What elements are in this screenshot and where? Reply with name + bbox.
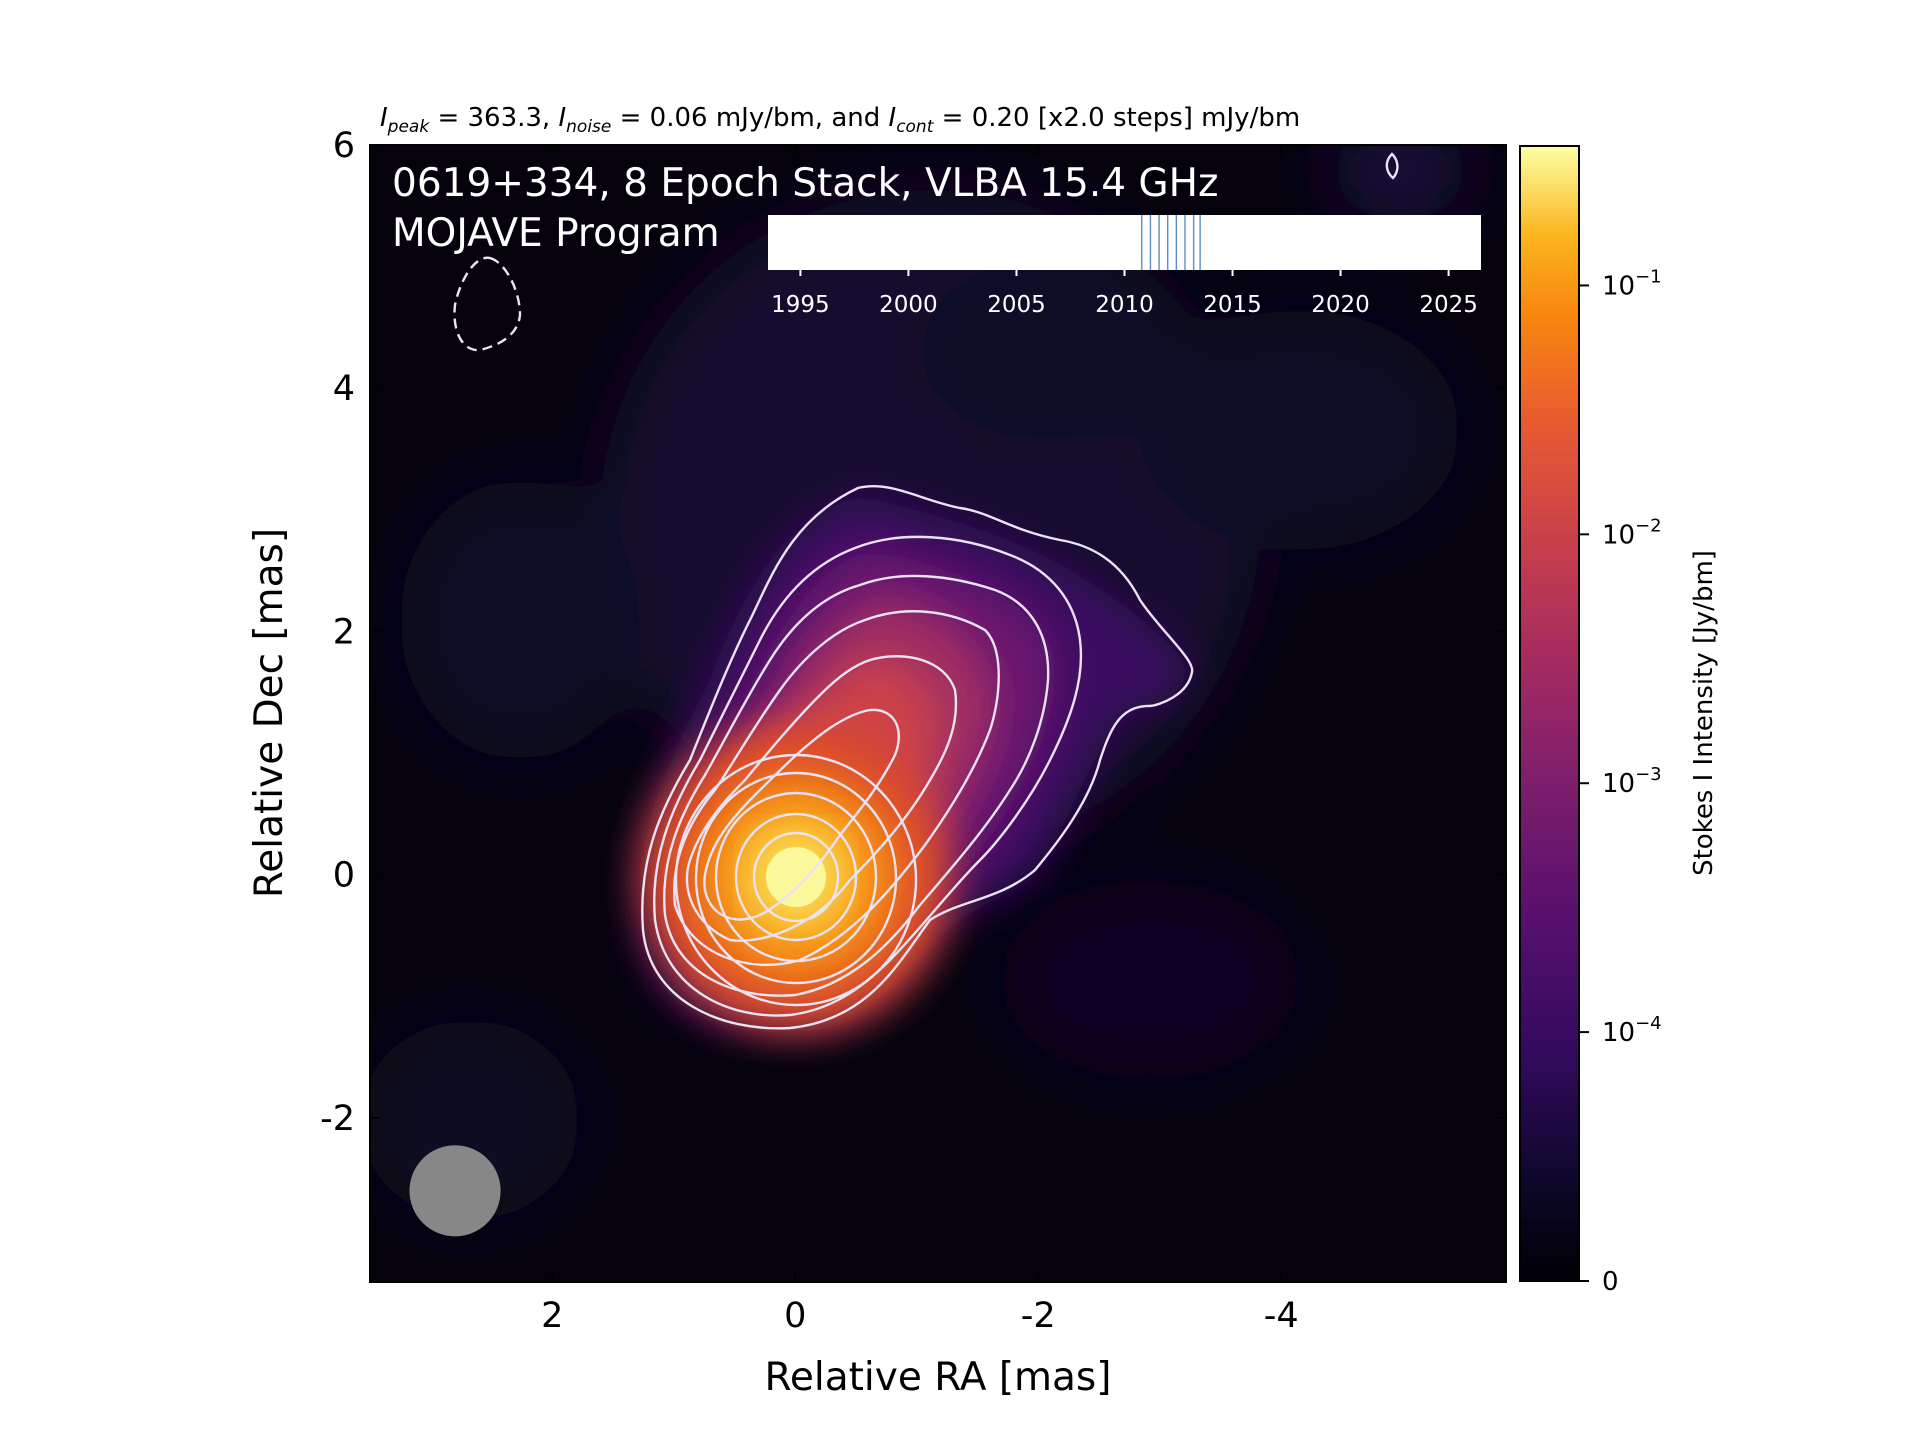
- colorbar-tick-label: 10−4: [1602, 1013, 1662, 1048]
- timeline-tick-label: 2010: [1095, 292, 1154, 318]
- y-axis-ticks: -2 0 2 4 6: [320, 126, 1506, 1139]
- y-tick-label: 0: [333, 856, 355, 896]
- epoch-timeline: 1995 2000 2005 2010 2015 2020 2025: [768, 215, 1481, 318]
- timeline-tick-label: 1995: [771, 292, 830, 318]
- timeline-tick-label: 2000: [879, 292, 938, 318]
- x-tick-label: 0: [784, 1296, 806, 1336]
- epoch-lines: [1141, 215, 1201, 270]
- beam-ellipse: [409, 1145, 501, 1237]
- source-annotation: 0619+334, 8 Epoch Stack, VLBA 15.4 GHz: [392, 161, 1218, 206]
- y-tick-label: 4: [333, 369, 355, 409]
- y-tick-label: 2: [333, 612, 355, 652]
- x-tick-label: -2: [1021, 1296, 1056, 1336]
- contour-level-1: [641, 484, 1194, 1030]
- contour-level-3: [663, 574, 1050, 997]
- timeline-tick-label: 2020: [1311, 292, 1370, 318]
- contour-level-5: [685, 655, 958, 942]
- x-tick-label: -4: [1264, 1296, 1299, 1336]
- y-tick-label: -2: [320, 1099, 355, 1139]
- timeline-tick-label: 2005: [987, 292, 1046, 318]
- colorbar-label: Stokes I Intensity [Jy/bm]: [1689, 550, 1719, 876]
- chart-title: Ipeak = 363.3, Inoise = 0.06 mJy/bm, and…: [380, 103, 1300, 137]
- colorbar: 0 10−4 10−3 10−2 10−1 Stokes I Intensity [Jy…: [1519, 145, 1719, 1297]
- colorbar-tick-label: 10−3: [1602, 764, 1662, 799]
- y-axis-label: Relative Dec [mas]: [247, 528, 292, 898]
- contour-island: [1385, 152, 1399, 180]
- colorbar-tick-label: 0: [1602, 1267, 1619, 1297]
- contour-level-10: [734, 812, 858, 942]
- contour-level-9: [714, 791, 878, 963]
- colorbar-gradient: [1519, 145, 1580, 1282]
- timeline-tick-label: 2015: [1203, 292, 1262, 318]
- epoch-timeline-box: [768, 215, 1481, 270]
- contour-level-11: [752, 831, 840, 923]
- x-axis-label: Relative RA [mas]: [765, 1355, 1112, 1400]
- colorbar-tick-label: 10−2: [1602, 515, 1662, 550]
- x-tick-label: 2: [541, 1296, 563, 1336]
- contour-level-6: [703, 708, 900, 921]
- contour-level-8: [694, 771, 898, 985]
- y-tick-label: 6: [333, 126, 355, 166]
- program-annotation: MOJAVE Program: [392, 211, 720, 256]
- contour-level-7: [674, 753, 918, 1007]
- contour-lines: [453, 152, 1399, 1030]
- plot-frame: [369, 144, 1507, 1283]
- timeline-ticks: 1995 2000 2005 2010 2015 2020 2025: [771, 270, 1478, 318]
- colorbar-tick-label: 10−1: [1602, 266, 1662, 301]
- timeline-tick-label: 2025: [1419, 292, 1478, 318]
- x-axis-ticks: 2 0 -2 -4: [541, 145, 1299, 1336]
- colorbar-ticks: 0 10−4 10−3 10−2 10−1: [1579, 266, 1662, 1297]
- intensity-image: [370, 145, 1506, 1282]
